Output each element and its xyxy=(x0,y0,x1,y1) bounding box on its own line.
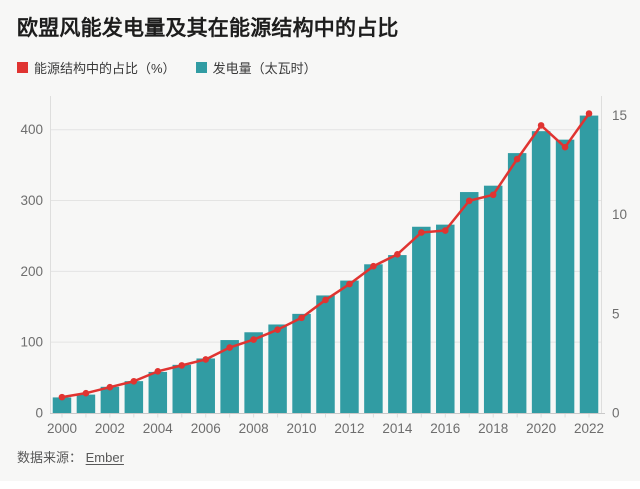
x-axis-label-2016: 2016 xyxy=(430,421,460,436)
bar-2018 xyxy=(483,185,503,413)
bar-2017 xyxy=(459,192,479,413)
share-point-2020 xyxy=(537,122,545,129)
share-point-2012 xyxy=(346,280,353,288)
red-square-icon xyxy=(17,62,28,73)
share-point-2004 xyxy=(154,368,162,375)
bar-2008 xyxy=(244,332,263,413)
legend-label-share: 能源结构中的占比（%） xyxy=(34,61,176,76)
bar-2019 xyxy=(507,153,527,414)
bar-2004 xyxy=(148,371,168,413)
share-point-2010 xyxy=(298,314,305,322)
legend-item-generation: 发电量（太瓦时） xyxy=(195,58,317,77)
legend-item-share: 能源结构中的占比（%） xyxy=(17,58,176,77)
data-source-link[interactable]: Ember xyxy=(85,450,124,465)
bar-2002 xyxy=(100,386,120,413)
x-axis-label-2000: 2000 xyxy=(47,421,77,436)
x-axis-label-2012: 2012 xyxy=(334,421,364,436)
bar-2013 xyxy=(364,264,383,413)
x-axis-label-2010: 2010 xyxy=(287,421,317,436)
share-point-2005 xyxy=(178,362,186,369)
share-point-2001 xyxy=(82,389,90,397)
bar-2012 xyxy=(340,280,359,413)
x-axis-label-2002: 2002 xyxy=(95,421,125,436)
right-axis-label-15: 15 xyxy=(612,108,627,123)
share-point-2011 xyxy=(322,296,329,304)
share-point-2014 xyxy=(394,251,401,258)
bar-2000 xyxy=(52,397,72,413)
right-axis-label-0: 0 xyxy=(612,406,620,421)
legend-label-generation: 发电量（太瓦时） xyxy=(212,61,317,76)
share-point-2003 xyxy=(130,377,138,385)
data-source-label: 数据来源： xyxy=(17,450,83,465)
bar-2001 xyxy=(76,394,96,413)
chart-title: 欧盟风能发电量及其在能源结构中的占比 xyxy=(17,17,399,40)
data-source: 数据来源： Ember xyxy=(17,447,124,466)
x-axis-label-2014: 2014 xyxy=(382,421,413,436)
bar-2007 xyxy=(220,340,239,413)
share-point-2019 xyxy=(513,155,521,163)
share-point-2013 xyxy=(370,262,377,270)
x-axis-label-2020: 2020 xyxy=(526,421,556,436)
x-axis-label-2008: 2008 xyxy=(239,421,269,436)
bar-2003 xyxy=(124,381,144,413)
share-point-2021 xyxy=(561,143,569,151)
share-point-2015 xyxy=(418,229,425,236)
left-axis-label-300: 300 xyxy=(20,193,43,208)
legend: 能源结构中的占比（%） 发电量（太瓦时） xyxy=(17,58,317,77)
share-point-2017 xyxy=(465,197,473,205)
share-point-2002 xyxy=(106,383,114,391)
bar-2021 xyxy=(555,139,575,413)
bar-2010 xyxy=(292,313,311,413)
left-axis-label-0: 0 xyxy=(35,406,43,421)
share-point-2000 xyxy=(58,393,66,401)
x-axis-label-2006: 2006 xyxy=(191,421,221,436)
teal-square-icon xyxy=(195,62,207,73)
left-axis-label-100: 100 xyxy=(20,335,43,350)
share-point-2022 xyxy=(585,110,593,117)
bar-2009 xyxy=(268,324,287,413)
bar-2015 xyxy=(412,226,431,413)
bar-2022 xyxy=(579,115,599,413)
bar-2006 xyxy=(196,358,215,413)
bar-2020 xyxy=(531,131,551,413)
share-point-2016 xyxy=(441,227,449,234)
right-axis-label-10: 10 xyxy=(612,207,627,222)
bar-2005 xyxy=(172,364,192,413)
right-axis-label-5: 5 xyxy=(612,306,620,321)
left-axis-label-200: 200 xyxy=(20,264,43,279)
share-point-2007 xyxy=(226,344,233,351)
x-axis-label-2022: 2022 xyxy=(574,421,604,436)
share-point-2006 xyxy=(202,356,210,363)
share-point-2018 xyxy=(489,191,497,199)
share-point-2008 xyxy=(250,336,257,343)
left-axis-label-400: 400 xyxy=(20,122,43,137)
x-axis-label-2004: 2004 xyxy=(143,421,174,436)
bar-2016 xyxy=(436,224,455,413)
x-axis-label-2018: 2018 xyxy=(478,421,508,436)
share-point-2009 xyxy=(274,326,281,333)
bar-2011 xyxy=(316,295,335,413)
bar-2014 xyxy=(388,255,407,413)
